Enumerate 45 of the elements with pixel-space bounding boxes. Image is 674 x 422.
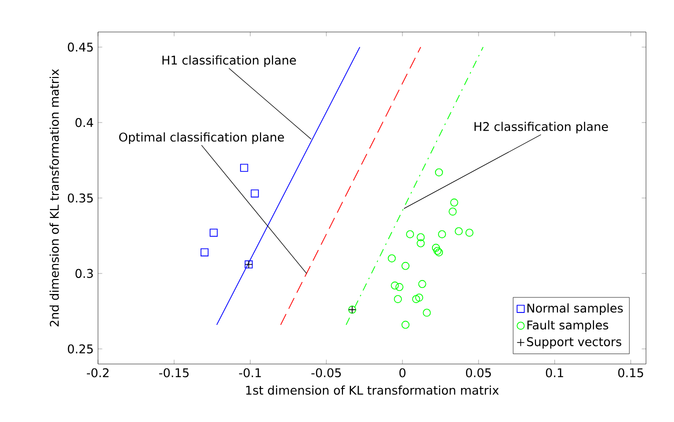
annotation: H2 classification plane <box>474 122 608 134</box>
x-tick-label: -0.1 <box>239 368 261 378</box>
point <box>406 230 414 238</box>
point <box>448 208 457 216</box>
point <box>250 189 259 198</box>
y-tick-label: 0.35 <box>68 193 93 203</box>
x-tick-label: -0.2 <box>86 368 109 378</box>
point <box>465 228 474 237</box>
point <box>390 282 399 290</box>
point <box>200 248 209 256</box>
point <box>450 198 458 207</box>
point <box>415 294 424 302</box>
y-tick-label: 0.45 <box>68 42 93 52</box>
x-tick-label: -0.05 <box>311 368 341 378</box>
x-tick-label: 0.15 <box>618 368 644 378</box>
point <box>394 295 402 304</box>
y-tick-label: 0.3 <box>76 268 93 278</box>
point <box>434 168 443 176</box>
point <box>395 283 404 292</box>
point <box>388 254 396 262</box>
legend-label: Fault samples <box>527 320 608 332</box>
point <box>418 280 426 288</box>
legend-label: Support vectors <box>527 337 622 349</box>
point <box>210 228 218 237</box>
point <box>438 230 446 238</box>
annotation: H1 classification plane <box>162 55 296 68</box>
point <box>454 227 463 236</box>
point <box>422 308 431 317</box>
y-tick-label: 0.4 <box>76 118 94 128</box>
x-tick-label: -0.15 <box>159 368 189 378</box>
point <box>402 320 410 329</box>
legend-label: Normal samples <box>527 303 623 315</box>
x-tick-label: 0.1 <box>546 368 564 378</box>
x-tick-label: 0 <box>399 368 406 378</box>
point <box>432 244 440 252</box>
point <box>240 164 248 172</box>
point <box>412 295 420 304</box>
x-axis-title: 1st dimension of KL transformation matrix <box>246 385 499 395</box>
annotation: Optimal classification plane <box>119 132 284 144</box>
y-axis-title: 2nd dimension of KL transformation matrix <box>50 69 59 326</box>
point <box>416 239 425 248</box>
point <box>402 262 410 270</box>
x-tick-label: 0.05 <box>466 368 491 378</box>
y-tick-label: 0.25 <box>68 344 93 354</box>
point <box>416 233 425 242</box>
